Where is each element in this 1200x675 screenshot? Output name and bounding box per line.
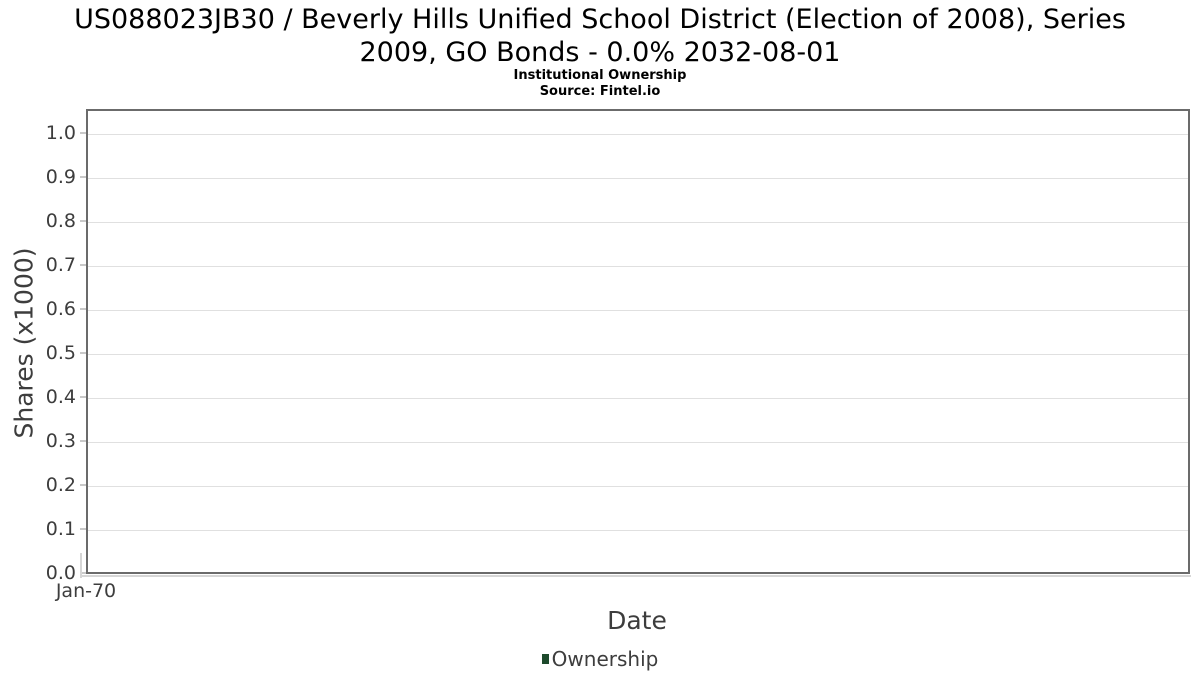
y-tick-mark-0.8 [80,220,86,222]
y-tick-label-0.4: 0.4 [45,386,76,408]
y-tick-mark-0.0 [80,572,86,574]
gridline-y-0.1 [88,530,1188,531]
gridline-y-0.3 [88,442,1188,443]
chart-title-line-1: US088023JB30 / Beverly Hills Unified Sch… [74,4,1126,35]
legend: Ownership [0,647,1200,671]
y-tick-mark-0.4 [80,396,86,398]
y-tick-label-0.6: 0.6 [45,298,76,320]
chart-title-line-2: 2009, GO Bonds - 0.0% 2032-08-01 [359,37,841,68]
gridline-y-0.9 [88,178,1188,179]
x-axis-line [80,575,1191,577]
chart-subtitle-block: Institutional Ownership Source: Fintel.i… [0,68,1200,100]
y-tick-label-0.8: 0.8 [45,210,76,232]
y-tick-label-0.0: 0.0 [45,562,76,584]
y-tick-label-0.9: 0.9 [45,166,76,188]
y-tick-label-0.1: 0.1 [45,518,76,540]
gridline-y-0.2 [88,486,1188,487]
y-tick-mark-0.1 [80,528,86,530]
y-tick-mark-0.2 [80,484,86,486]
chart-title: US088023JB30 / Beverly Hills Unified Sch… [0,3,1200,69]
chart-source: Source: Fintel.io [539,84,661,99]
x-tick-label: Jan-70 [55,580,117,602]
gridline-y-0.8 [88,222,1188,223]
legend-swatch-ownership [541,654,549,664]
gridline-y-0.4 [88,398,1188,399]
y-tick-label-0.2: 0.2 [45,474,76,496]
y-tick-label-1.0: 1.0 [45,122,76,144]
plot-area [86,109,1190,574]
y-axis-line [80,553,82,578]
legend-label-ownership: Ownership [551,647,659,671]
y-tick-mark-1.0 [80,132,86,134]
y-tick-mark-0.9 [80,176,86,178]
chart-subtitle: Institutional Ownership [513,68,687,83]
y-tick-label-0.5: 0.5 [45,342,76,364]
y-tick-label-0.3: 0.3 [45,430,76,452]
y-tick-mark-0.5 [80,352,86,354]
x-axis-title: Date [607,606,667,635]
y-tick-mark-0.7 [80,264,86,266]
y-tick-label-0.7: 0.7 [45,254,76,276]
gridline-y-0.6 [88,310,1188,311]
gridline-y-1.0 [88,134,1188,135]
gridline-y-0.5 [88,354,1188,355]
gridline-y-0.7 [88,266,1188,267]
y-tick-mark-0.6 [80,308,86,310]
y-tick-mark-0.3 [80,440,86,442]
